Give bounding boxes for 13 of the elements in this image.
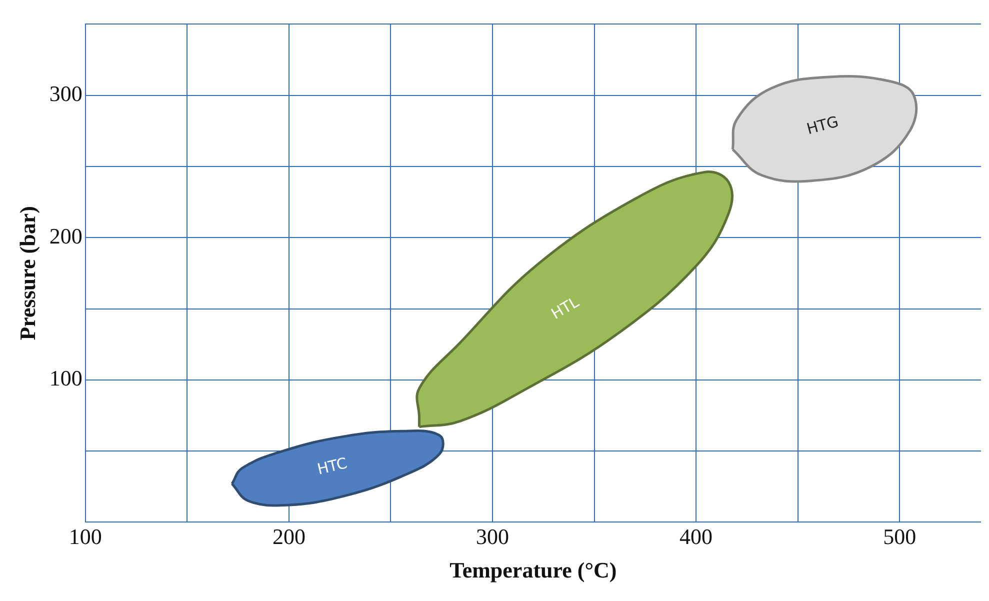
x-tick-label: 400 [680, 524, 713, 550]
x-tick-label: 200 [272, 524, 306, 550]
series-label: HTG [804, 112, 840, 138]
y-tick-label: 300 [49, 81, 82, 106]
y-tick-label: 100 [49, 366, 82, 391]
x-axis-title: Temperature (°C) [450, 557, 617, 582]
series-label: HTL [548, 292, 583, 323]
x-tick-label: 100 [68, 524, 102, 550]
y-axis-title: Pressure (bar) [14, 206, 40, 340]
series-label: HTC [316, 454, 349, 478]
x-tick-label: 300 [476, 524, 509, 550]
x-tick-label: 500 [883, 524, 916, 550]
y-tick-label: 200 [49, 223, 82, 248]
